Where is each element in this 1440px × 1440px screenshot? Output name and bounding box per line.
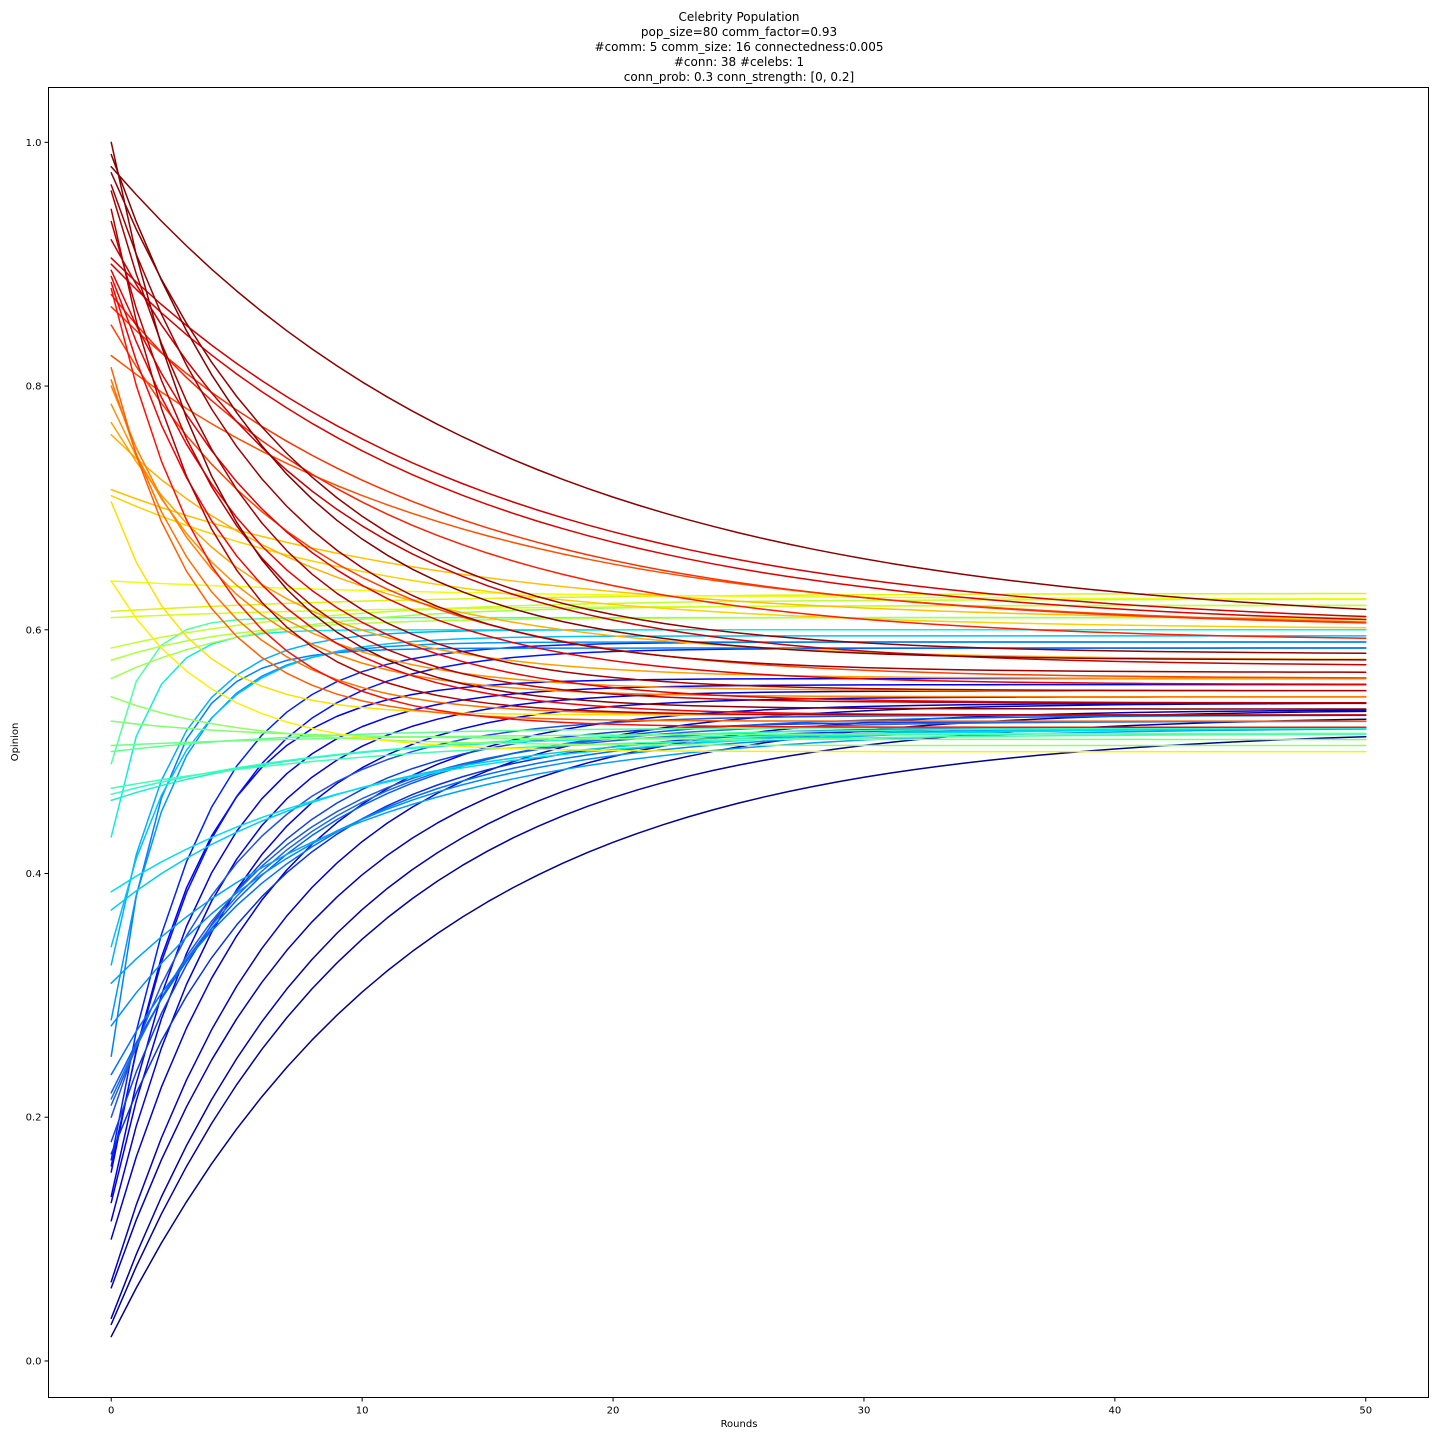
y-tick-label: 0.4 <box>26 869 42 880</box>
series-line-4 <box>110 709 1367 1289</box>
series-line-54 <box>110 324 1367 679</box>
series-line-52 <box>110 367 1367 722</box>
y-axis-ticks: 0.0 0.2 0.4 0.6 0.8 1.0 <box>26 138 49 1367</box>
chart-title: Celebrity Population <box>678 10 799 24</box>
series-line-27 <box>110 727 1367 893</box>
series-line-1 <box>110 735 1367 1338</box>
series-line-67 <box>110 184 1367 673</box>
series-line-45 <box>110 494 1367 629</box>
plot-frame <box>48 87 1429 1398</box>
series-line-34 <box>110 732 1367 747</box>
series-line-28 <box>110 629 1367 838</box>
series-line-43 <box>110 580 1367 753</box>
chart-subtitle-line-1: pop_size=80 comm_factor=0.93 <box>641 25 837 39</box>
series-line-70 <box>110 153 1367 661</box>
series-line-6 <box>110 702 1367 1240</box>
series-line-36 <box>110 696 1367 747</box>
series-line-15 <box>110 714 1367 1118</box>
series-line-20 <box>110 647 1367 1058</box>
x-axis-ticks: 0 10 20 30 40 50 <box>108 1397 1372 1417</box>
series-line-56 <box>110 293 1367 640</box>
x-axis-label: Rounds <box>721 1419 758 1430</box>
series-line-16 <box>110 726 1367 1106</box>
x-tick-label: 0 <box>108 1406 114 1417</box>
series-line-69 <box>110 165 1367 611</box>
x-tick-label: 50 <box>1359 1406 1372 1417</box>
series-line-7 <box>110 696 1367 1222</box>
series-line-38 <box>110 616 1367 661</box>
chart-subtitle-line-2: #comm: 5 comm_size: 16 connectedness:0.0… <box>595 40 884 54</box>
series-line-62 <box>110 257 1367 618</box>
series-line-31 <box>110 733 1367 789</box>
x-tick-label: 40 <box>1108 1406 1121 1417</box>
series-line-25 <box>110 635 1367 948</box>
x-tick-label: 10 <box>356 1406 369 1417</box>
series-line-21 <box>110 727 1367 1027</box>
series-line-5 <box>110 702 1367 1283</box>
y-axis-label: Opinion <box>10 723 21 762</box>
series-line-26 <box>110 727 1367 911</box>
series-line-42 <box>110 580 1367 600</box>
series-line-2 <box>110 718 1367 1326</box>
series-line-64 <box>110 220 1367 704</box>
series-line-48 <box>110 421 1367 680</box>
series-line-13 <box>110 726 1367 1155</box>
series-line-17 <box>110 720 1367 1100</box>
series-line-8 <box>110 689 1367 1204</box>
series-line-23 <box>110 728 1367 984</box>
x-tick-label: 30 <box>858 1406 871 1417</box>
chart-subtitle-line-4: conn_prob: 0.3 conn_strength: [0, 0.2] <box>624 70 854 84</box>
y-tick-label: 1.0 <box>26 138 42 149</box>
series-line-71 <box>110 141 1367 710</box>
x-tick-label: 20 <box>607 1406 620 1417</box>
series-line-55 <box>110 306 1367 624</box>
series-line-60 <box>110 269 1367 686</box>
y-tick-label: 0.2 <box>26 1113 42 1124</box>
y-tick-label: 0.8 <box>26 382 42 393</box>
series-layer <box>110 141 1367 1338</box>
series-line-10 <box>110 677 1367 1173</box>
series-line-51 <box>110 379 1367 716</box>
series-line-35 <box>110 720 1367 741</box>
y-tick-label: 0.0 <box>26 1356 42 1367</box>
series-line-22 <box>110 641 1367 1021</box>
series-line-57 <box>110 287 1367 729</box>
y-tick-label: 0.6 <box>26 625 42 636</box>
series-line-58 <box>110 281 1367 716</box>
series-line-66 <box>110 190 1367 692</box>
series-line-30 <box>110 726 1367 796</box>
series-line-68 <box>110 172 1367 654</box>
chart-title-block: Celebrity Population pop_size=80 comm_fa… <box>595 10 884 84</box>
series-line-61 <box>110 263 1367 621</box>
series-line-14 <box>110 720 1367 1143</box>
series-line-63 <box>110 239 1367 666</box>
series-line-18 <box>110 714 1367 1094</box>
series-line-65 <box>110 208 1367 716</box>
chart-subtitle-line-3: #conn: 38 #celebs: 1 <box>674 55 804 69</box>
series-line-9 <box>110 683 1367 1198</box>
